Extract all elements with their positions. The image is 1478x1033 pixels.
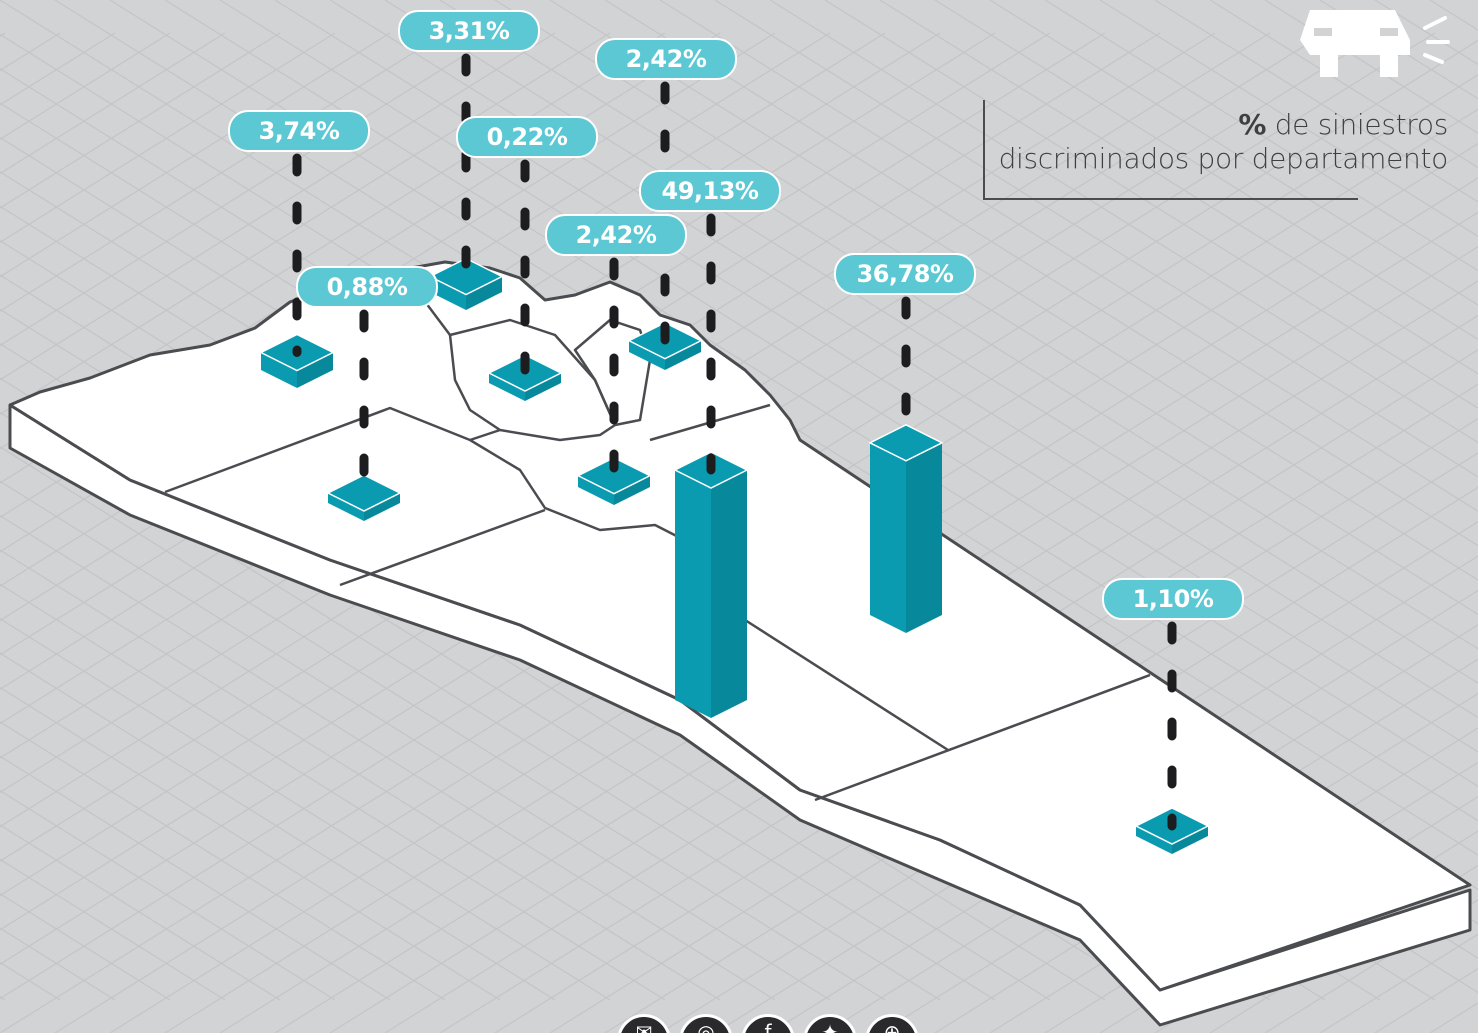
caption-line-1: de siniestros	[1266, 108, 1449, 141]
value-label: 49,13%	[639, 170, 781, 212]
bar-right-face	[466, 276, 502, 310]
value-label: 0,22%	[456, 116, 598, 158]
caption-line-2: discriminados por departamento	[998, 142, 1449, 175]
bar-left-face	[870, 442, 906, 633]
bar-right-face	[711, 470, 747, 718]
value-label: 0,88%	[296, 266, 438, 308]
bar-left-face	[675, 470, 711, 718]
value-label: 2,42%	[595, 38, 737, 80]
bar-right-face	[614, 475, 650, 505]
bar-3	[326, 474, 402, 521]
social-links: ✉ ◎ f ✦ ⊕	[617, 1014, 919, 1033]
bar-right-face	[906, 442, 942, 633]
bar-left-face	[629, 340, 665, 370]
caption-percent: %	[1238, 108, 1267, 141]
value-label: 3,74%	[228, 110, 370, 152]
bar-left-face	[1136, 826, 1172, 854]
bar-6	[673, 451, 749, 718]
bars-layer	[259, 257, 1210, 854]
value-label: 2,42%	[545, 214, 687, 256]
car-icon	[1300, 10, 1450, 77]
leader-lines	[292, 53, 1177, 831]
bar-top-face	[576, 456, 652, 495]
facebook-icon[interactable]: f	[741, 1014, 795, 1033]
caption-underline	[983, 198, 1358, 200]
bar-7	[868, 423, 944, 633]
bar-right-face	[364, 493, 400, 521]
bar-right-face	[665, 340, 701, 370]
twitter-icon[interactable]: ✦	[803, 1014, 857, 1033]
bar-1	[428, 257, 504, 310]
bar-top-face	[868, 423, 944, 462]
caption-divider	[983, 100, 985, 200]
bar-5	[576, 456, 652, 505]
bar-right-face	[297, 352, 333, 388]
chart-caption: % de siniestros discriminados por depart…	[998, 108, 1449, 176]
bar-left-face	[578, 475, 614, 505]
bar-right-face	[525, 373, 561, 401]
bar-left-face	[430, 276, 466, 310]
instagram-icon[interactable]: ◎	[679, 1014, 733, 1033]
chat-icon[interactable]: ✉	[617, 1014, 671, 1033]
bar-left-face	[489, 373, 525, 401]
value-label: 3,31%	[398, 10, 540, 52]
web-icon[interactable]: ⊕	[865, 1014, 919, 1033]
bar-top-face	[428, 257, 504, 296]
bar-top-face	[326, 474, 402, 512]
bar-right-face	[1172, 826, 1208, 854]
value-label: 1,10%	[1102, 578, 1244, 620]
value-label: 36,78%	[834, 253, 976, 295]
bar-left-face	[328, 493, 364, 521]
bar-left-face	[261, 352, 297, 388]
